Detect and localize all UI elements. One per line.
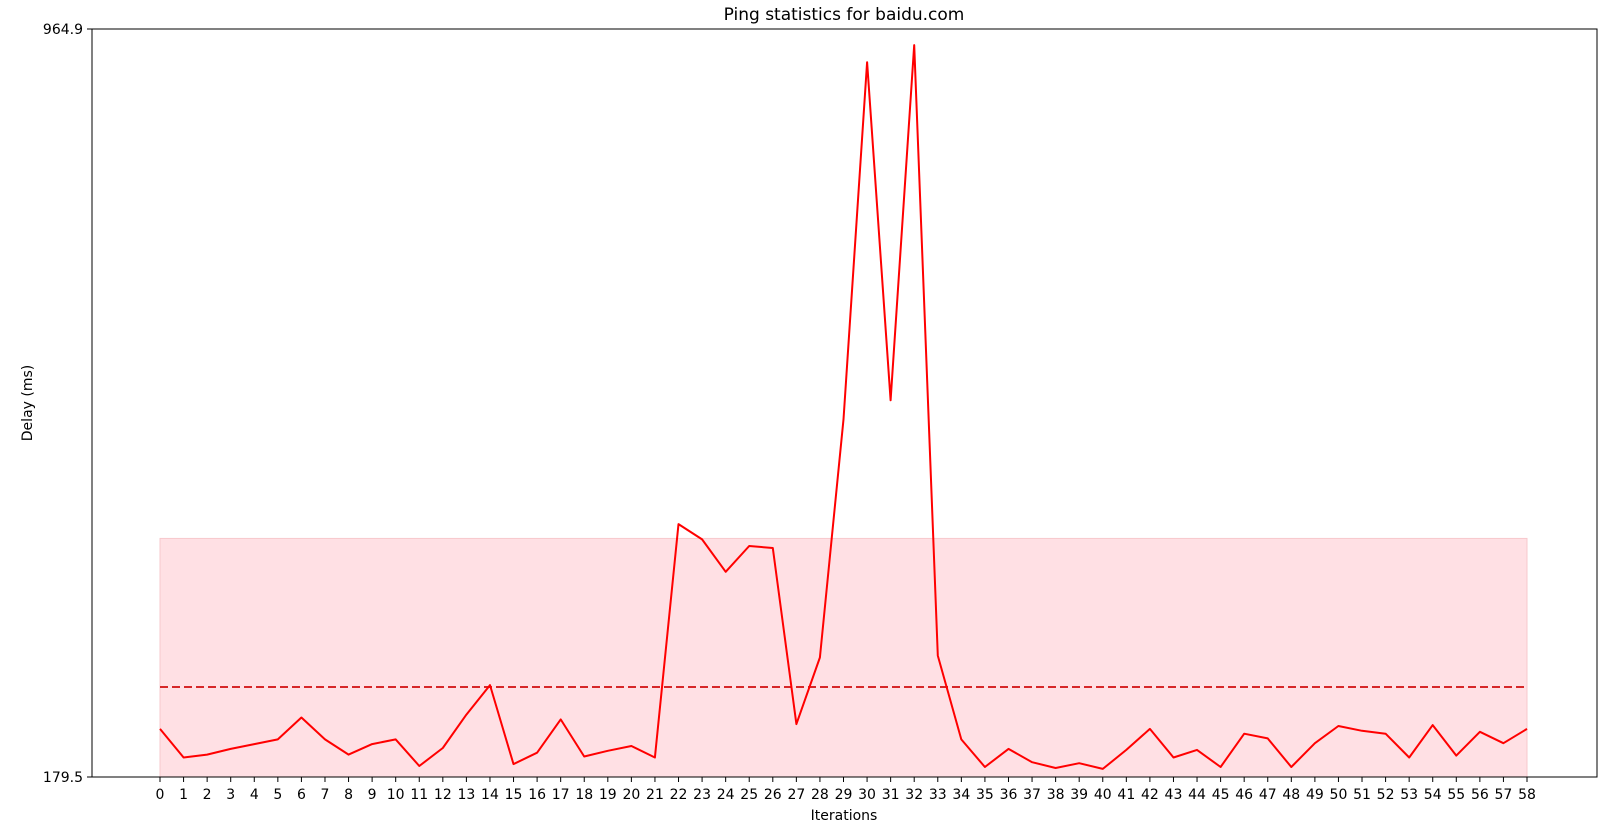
x-tick-label: 23 <box>693 787 711 803</box>
series-line-delay <box>159 44 1528 770</box>
x-tick-label: 56 <box>1471 787 1489 803</box>
x-tick-label: 11 <box>410 787 428 803</box>
x-axis-label: Iterations <box>811 808 878 824</box>
x-tick-label: 5 <box>273 787 282 803</box>
x-tick-label: 22 <box>670 787 688 803</box>
x-tick-label: 30 <box>858 787 876 803</box>
x-tick-label: 40 <box>1094 787 1112 803</box>
y-tick-label: 964.9 <box>43 22 83 38</box>
x-tick-label: 4 <box>250 787 259 803</box>
x-tick-label: 42 <box>1141 787 1159 803</box>
x-tick-label: 58 <box>1518 787 1536 803</box>
x-tick-label: 34 <box>952 787 970 803</box>
x-axis-ticks: 0 1 2 3 4 5 6 7 8 9 10 11 12 13 14 15 16 17 18 19 20 21 22 23 24… <box>156 777 1536 803</box>
x-tick-label: 19 <box>599 787 617 803</box>
x-tick-label: 50 <box>1330 787 1348 803</box>
x-tick-label: 24 <box>717 787 735 803</box>
x-tick-label: 27 <box>787 787 805 803</box>
x-tick-label: 12 <box>434 787 452 803</box>
x-tick-label: 17 <box>552 787 570 803</box>
x-tick-label: 54 <box>1424 787 1442 803</box>
x-tick-label: 33 <box>929 787 947 803</box>
y-tick-label: 179.5 <box>43 770 83 786</box>
plot-frame <box>91 28 1598 778</box>
x-tick-label: 47 <box>1259 787 1277 803</box>
x-tick-label: 1 <box>179 787 188 803</box>
x-tick-label: 43 <box>1165 787 1183 803</box>
x-tick-label: 21 <box>646 787 664 803</box>
x-tick-label: 3 <box>226 787 235 803</box>
range-band <box>159 537 1528 778</box>
x-tick-label: 25 <box>740 787 758 803</box>
x-tick-label: 29 <box>835 787 853 803</box>
x-tick-label: 7 <box>321 787 330 803</box>
x-tick-label: 36 <box>1000 787 1018 803</box>
x-tick-label: 31 <box>882 787 900 803</box>
x-tick-label: 8 <box>344 787 353 803</box>
y-axis-ticks: 179.5 964.9 <box>43 22 92 786</box>
x-tick-label: 15 <box>505 787 523 803</box>
x-tick-label: 52 <box>1377 787 1395 803</box>
x-tick-label: 14 <box>481 787 499 803</box>
x-tick-label: 26 <box>764 787 782 803</box>
x-tick-label: 37 <box>1023 787 1041 803</box>
x-tick-label: 55 <box>1447 787 1465 803</box>
x-tick-label: 41 <box>1117 787 1135 803</box>
x-tick-label: 18 <box>575 787 593 803</box>
x-tick-label: 46 <box>1235 787 1253 803</box>
x-tick-label: 16 <box>528 787 546 803</box>
x-tick-label: 45 <box>1212 787 1230 803</box>
x-tick-label: 20 <box>622 787 640 803</box>
x-tick-label: 32 <box>905 787 923 803</box>
x-tick-label: 13 <box>457 787 475 803</box>
x-tick-label: 39 <box>1070 787 1088 803</box>
x-tick-label: 38 <box>1047 787 1065 803</box>
x-tick-label: 51 <box>1353 787 1371 803</box>
x-tick-label: 57 <box>1495 787 1513 803</box>
x-tick-label: 35 <box>976 787 994 803</box>
x-tick-label: 28 <box>811 787 829 803</box>
x-tick-label: 44 <box>1188 787 1206 803</box>
x-tick-label: 53 <box>1400 787 1418 803</box>
x-tick-label: 48 <box>1282 787 1300 803</box>
x-tick-label: 49 <box>1306 787 1324 803</box>
x-tick-label: 0 <box>156 787 165 803</box>
y-axis-label: Delay (ms) <box>20 365 36 441</box>
x-tick-label: 6 <box>297 787 306 803</box>
chart-title: Ping statistics for baidu.com <box>724 5 965 25</box>
x-tick-label: 9 <box>368 787 377 803</box>
x-tick-label: 10 <box>387 787 405 803</box>
x-tick-label: 2 <box>203 787 212 803</box>
